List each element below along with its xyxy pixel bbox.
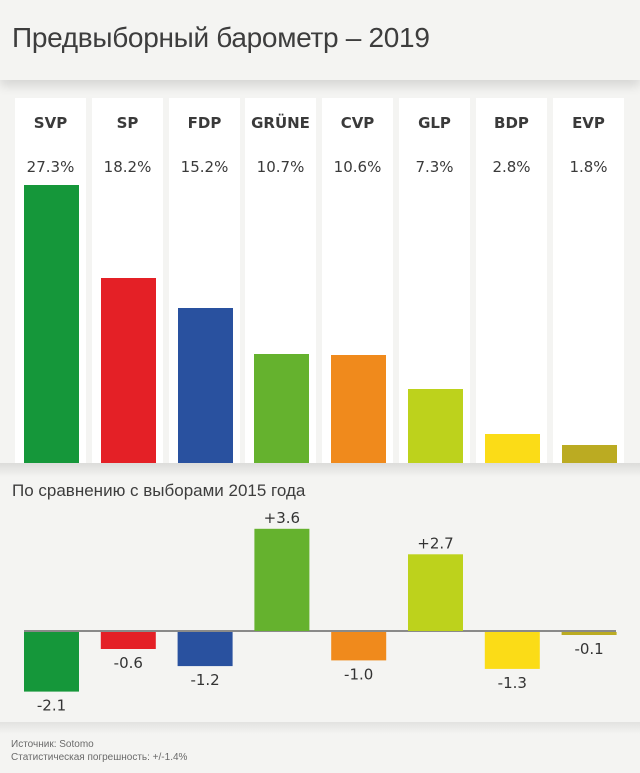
change-bar-fdp [177,632,233,667]
header: Предвыборный барометр – 2019 [0,0,640,80]
change-bar-grüne [254,528,310,631]
change-bar-svp [24,632,79,692]
data-label: 18.2% [103,158,152,176]
party-card: EVP 1.8% [553,98,624,463]
party-card: FDP 15.2% [169,98,240,463]
party-label: BDP [494,114,529,132]
change-bar-evp [561,632,617,635]
margin-of-error-note: Статистическая погрешность: +/-1.4% [11,752,188,763]
change-label: -2.1 [37,697,66,715]
party-card: SVP 27.3% [15,98,86,463]
footer: Источник: Sotomo Статистическая погрешно… [11,738,187,764]
change-bar-cvp [331,632,387,661]
change-label: -1.0 [344,665,373,683]
party-label: SVP [33,114,68,132]
change-label: -0.6 [114,654,143,672]
bar-glp [408,389,463,463]
change-label: +2.7 [417,534,453,552]
party-label: CVP [340,114,375,132]
party-card: GLP 7.3% [399,98,470,463]
party-card: SP 18.2% [92,98,163,463]
page-title: Предвыборный барометр – 2019 [12,22,430,53]
data-label: 1.8% [569,158,608,176]
data-label: 7.3% [415,158,454,176]
bar-grüne [254,354,309,463]
vote-share-chart: SVP 27.3% SP 18.2% FDP 15.2% GRÜNE 10.7% CVP 10.6… [0,80,640,463]
change-chart: -2.1 -0.6 -1.2 +3.6 -1.0 +2.7 -1.3 -0.1 [24,509,617,715]
data-label: 15.2% [180,158,229,176]
party-card: GRÜNE 10.7% [245,98,316,463]
change-label: -1.3 [498,674,527,692]
party-label: GLP [418,114,451,132]
data-label: 10.6% [333,158,382,176]
party-card: CVP 10.6% [322,98,393,463]
bar-cvp [331,355,386,463]
change-label: +3.6 [264,509,300,527]
bar-evp [562,445,617,463]
change-chart-title: По сравнению с выборами 2015 года [12,481,306,500]
change-bar-sp [100,632,156,649]
bar-sp [101,278,156,463]
change-label: -0.1 [574,640,603,658]
change-bar-glp [408,554,463,631]
bar-bdp [485,434,540,463]
source-note: Источник: Sotomo [11,739,94,750]
party-label: GRÜNE [251,114,310,132]
footer-divider [0,722,640,734]
data-label: 27.3% [26,158,75,176]
bar-svp [24,185,79,463]
data-label: 10.7% [256,158,305,176]
party-label: EVP [572,114,605,132]
party-label: FDP [187,114,222,132]
divider [0,463,640,477]
party-card: BDP 2.8% [476,98,547,463]
change-bar-bdp [484,632,540,669]
bar-fdp [178,308,233,463]
party-label: SP [116,114,139,132]
change-label: -1.2 [190,671,219,689]
data-label: 2.8% [492,158,531,176]
